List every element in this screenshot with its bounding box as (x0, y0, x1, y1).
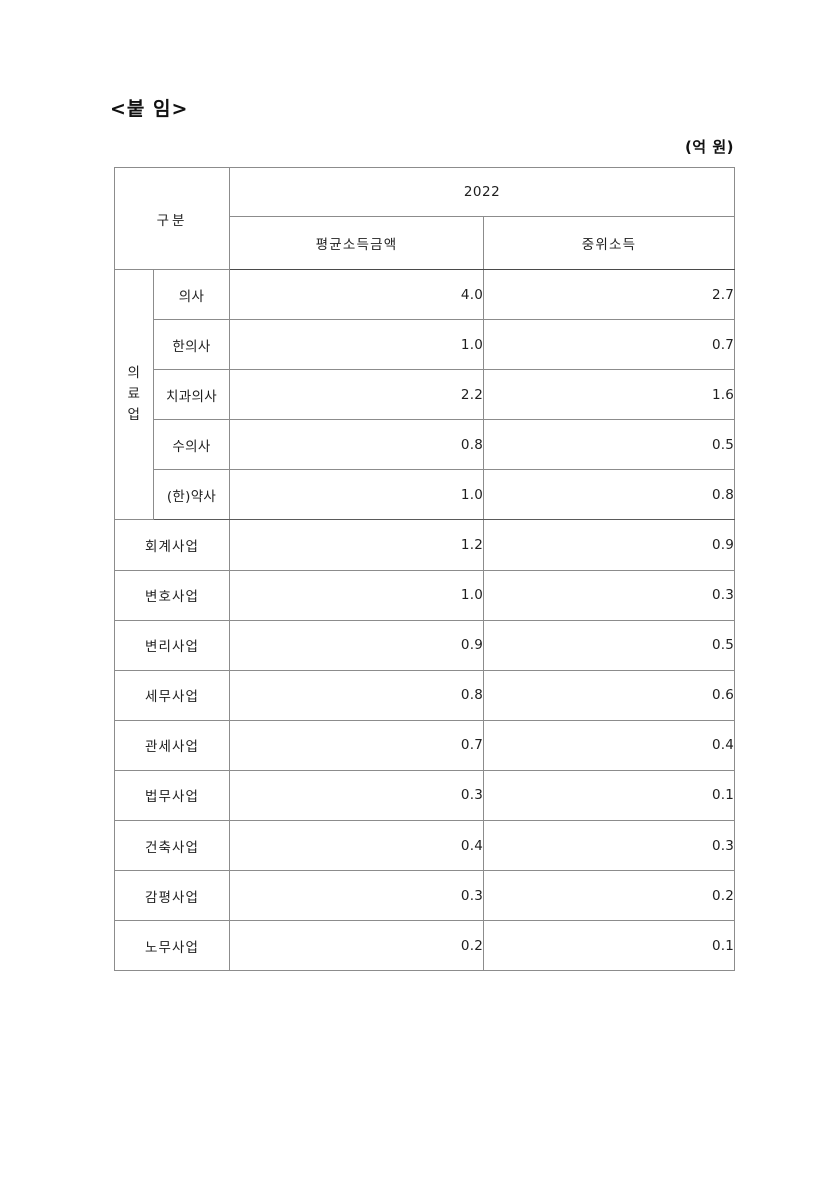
income-table-wrapper: 구분 2022 평균소득금액 중위소득 의 료 업 의사 4.0 2.7 한의사 (114, 167, 736, 972)
row-label: 치과의사 (153, 369, 230, 421)
cell-average-income: 0.3 (229, 769, 484, 822)
table-row: 의 료 업 의사 4.0 2.7 (114, 268, 736, 521)
table-row: 회계사업 1.2 0.9 (114, 519, 736, 571)
cell-average-income: 1.0 (229, 319, 484, 371)
table-row: 관세사업 0.7 0.4 (114, 719, 736, 771)
cell-median-income: 0.1 (482, 920, 736, 972)
row-label: 감평사업 (114, 870, 230, 922)
table-body: 의 료 업 의사 4.0 2.7 한의사 1.0 0.7 치과의사 2.2 1.… (114, 268, 736, 972)
row-label: 한의사 (153, 319, 230, 371)
header-row-bottom: 평균소득금액 중위소득 (115, 216, 736, 270)
table-row: (한)약사 1.0 0.8 (115, 469, 736, 521)
income-table: 구분 2022 평균소득금액 중위소득 의 료 업 의사 4.0 2.7 한의사 (114, 167, 736, 972)
cell-average-income: 0.7 (229, 719, 484, 771)
header-year: 2022 (228, 167, 736, 217)
cell-median-income: 0.3 (482, 820, 736, 872)
table-row: 치과의사 2.2 1.6 (115, 369, 736, 421)
cell-median-income: 0.7 (482, 319, 736, 371)
table-row: 한의사 1.0 0.7 (115, 319, 736, 371)
row-label: 세무사업 (114, 669, 230, 721)
cell-median-income: 0.5 (482, 619, 736, 671)
cell-median-income: 2.7 (482, 268, 736, 321)
table-row: 세무사업 0.8 0.6 (114, 669, 736, 721)
header-column-median-income: 중위소득 (482, 216, 736, 270)
header-column-average-income: 평균소득금액 (229, 216, 484, 270)
table-row: 변리사업 0.9 0.5 (114, 619, 736, 671)
cell-average-income: 1.0 (229, 469, 484, 521)
row-label: 노무사업 (114, 920, 230, 972)
row-label: 법무사업 (114, 769, 230, 822)
cell-average-income: 4.0 (229, 268, 484, 321)
table-row: 수의사 0.8 0.5 (115, 419, 736, 471)
table-row: 감평사업 0.3 0.2 (114, 870, 736, 922)
row-label: (한)약사 (153, 469, 230, 521)
cell-average-income: 0.2 (229, 920, 484, 972)
row-label: 수의사 (153, 419, 230, 471)
cell-average-income: 1.2 (229, 519, 484, 571)
cell-median-income: 0.4 (482, 719, 736, 771)
cell-median-income: 0.6 (482, 669, 736, 721)
group-label-medical: 의 료 업 (114, 268, 154, 521)
table-row: 노무사업 0.2 0.1 (114, 920, 736, 972)
row-label: 의사 (153, 268, 230, 321)
header-category: 구분 (114, 167, 230, 270)
cell-median-income: 0.3 (482, 569, 736, 621)
cell-median-income: 1.6 (482, 369, 736, 421)
page-title: <붙 임> (110, 98, 189, 120)
cell-average-income: 0.4 (229, 820, 484, 872)
table-row: 변호사업 1.0 0.3 (114, 569, 736, 621)
cell-average-income: 0.8 (229, 669, 484, 721)
table-row: 법무사업 0.3 0.1 (114, 769, 736, 822)
cell-median-income: 0.1 (482, 769, 736, 822)
row-label: 변호사업 (114, 569, 230, 621)
row-label: 변리사업 (114, 619, 230, 671)
cell-average-income: 0.3 (229, 870, 484, 922)
cell-median-income: 0.2 (482, 870, 736, 922)
table-header: 구분 2022 평균소득금액 중위소득 (114, 167, 736, 270)
row-label: 관세사업 (114, 719, 230, 771)
row-label: 회계사업 (114, 519, 230, 571)
cell-average-income: 0.8 (229, 419, 484, 471)
cell-median-income: 0.5 (482, 419, 736, 471)
cell-average-income: 1.0 (229, 569, 484, 621)
cell-average-income: 2.2 (229, 369, 484, 421)
header-row-top: 구분 2022 (114, 167, 736, 270)
table-row: 건축사업 0.4 0.3 (114, 820, 736, 872)
cell-average-income: 0.9 (229, 619, 484, 671)
cell-median-income: 0.8 (482, 469, 736, 521)
unit-note: (억 원) (684, 138, 734, 156)
cell-median-income: 0.9 (482, 519, 736, 571)
row-label: 건축사업 (114, 820, 230, 872)
